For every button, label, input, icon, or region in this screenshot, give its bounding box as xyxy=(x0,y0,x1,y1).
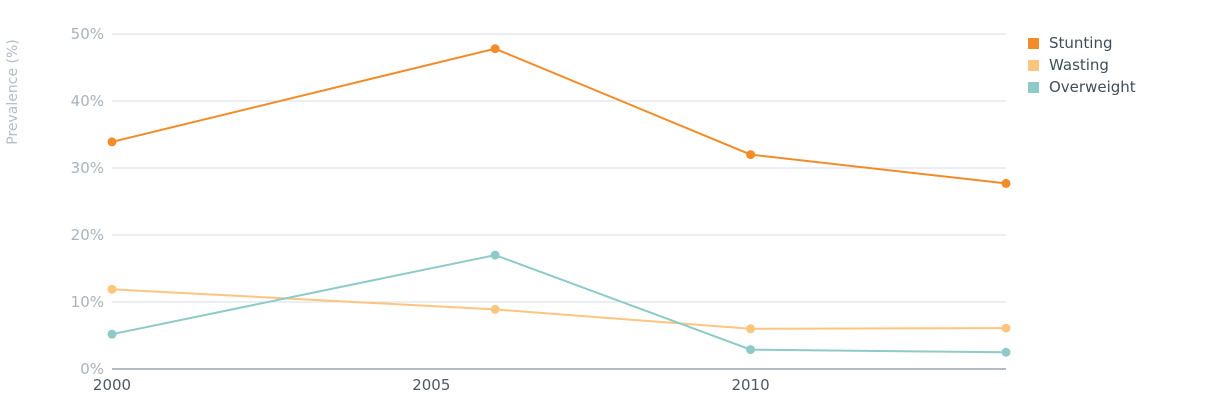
data-point-stunting[interactable] xyxy=(746,150,756,160)
legend-item-wasting[interactable]: Wasting xyxy=(1028,54,1136,76)
x-tick-label: 2000 xyxy=(93,376,131,394)
series-line-stunting xyxy=(111,47,1007,185)
y-tick-label: 30% xyxy=(71,159,104,177)
y-tick-label: 10% xyxy=(71,293,104,311)
series-line-wasting xyxy=(111,288,1007,330)
series-lines xyxy=(111,47,1007,354)
data-point-stunting[interactable] xyxy=(1001,178,1011,188)
data-point-wasting[interactable] xyxy=(746,324,756,334)
y-tick-label: 50% xyxy=(71,25,104,43)
series-line-overweight xyxy=(111,254,1007,354)
x-axis-ticks: 2000 2005 2010 xyxy=(93,376,770,394)
y-axis-ticks: 0% 10% 20% 30% 40% 50% xyxy=(71,25,104,378)
data-point-wasting[interactable] xyxy=(490,304,500,314)
y-tick-label: 40% xyxy=(71,92,104,110)
data-point-wasting[interactable] xyxy=(107,284,117,294)
data-point-stunting[interactable] xyxy=(490,44,500,54)
legend-label: Wasting xyxy=(1049,56,1109,74)
x-tick-label: 2005 xyxy=(412,376,450,394)
legend-label: Stunting xyxy=(1049,34,1113,52)
legend-item-overweight[interactable]: Overweight xyxy=(1028,76,1136,98)
legend: Stunting Wasting Overweight xyxy=(1028,32,1136,98)
x-tick-label: 2010 xyxy=(731,376,769,394)
data-point-overweight[interactable] xyxy=(107,329,117,339)
data-point-stunting[interactable] xyxy=(107,137,117,147)
legend-swatch xyxy=(1028,81,1039,93)
legend-item-stunting[interactable]: Stunting xyxy=(1028,32,1136,54)
legend-label: Overweight xyxy=(1049,78,1136,96)
legend-swatch xyxy=(1028,37,1039,49)
y-tick-label: 20% xyxy=(71,226,104,244)
data-point-wasting[interactable] xyxy=(1001,323,1011,333)
y-axis-title: Prevalence (%) xyxy=(5,39,21,145)
grid-lines xyxy=(112,33,1006,303)
data-point-overweight[interactable] xyxy=(1001,347,1011,357)
data-point-overweight[interactable] xyxy=(490,250,500,260)
y-tick-label: 0% xyxy=(80,360,104,378)
data-point-overweight[interactable] xyxy=(746,345,756,355)
legend-swatch xyxy=(1028,59,1039,71)
series-points xyxy=(107,44,1011,357)
